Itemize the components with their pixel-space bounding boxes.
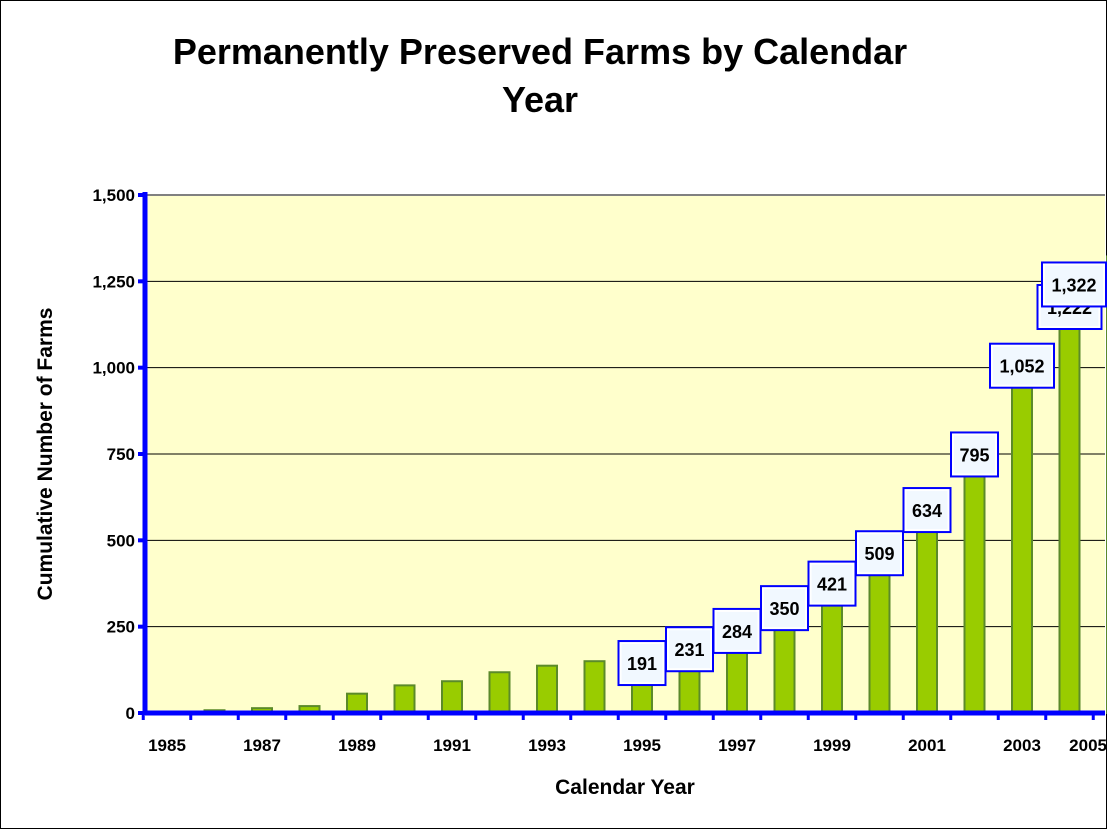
data-label-text: 795 (959, 445, 989, 465)
data-label-1999: 421 (807, 560, 857, 607)
bar-1992 (488, 671, 511, 715)
bar-1991 (441, 680, 463, 714)
x-tick-label: 2005 (1069, 736, 1107, 755)
x-tick-labels: 1985 1987 1989 1991 1993 1995 1997 1999 2001 2003… (148, 736, 1107, 755)
data-label-box-shade (906, 491, 948, 530)
data-label-1995: 191 (617, 640, 667, 687)
x-tick-label: 2001 (908, 736, 946, 755)
data-label-2001: 634 (902, 487, 952, 534)
data-label-text: 509 (864, 544, 894, 564)
bars (156, 255, 1107, 715)
x-tick-label: 1993 (528, 736, 566, 755)
gridlines (145, 194, 1105, 628)
bar-1990 (393, 684, 416, 715)
data-label-2002: 795 (950, 431, 999, 478)
data-label-text: 1,052 (999, 357, 1044, 377)
data-label-text: 421 (817, 575, 847, 595)
data-label-2000: 509 (855, 530, 904, 577)
bar-2002 (963, 437, 986, 714)
chart-title: Permanently Preserved Farms by Calendar … (172, 31, 908, 120)
y-tick-label: 250 (107, 618, 135, 637)
data-label-box-shade (764, 589, 805, 628)
data-label-text: 634 (912, 501, 942, 521)
data-label-box-shade (993, 346, 1051, 385)
bar-1993 (536, 664, 558, 714)
x-tick-label: 2003 (1003, 736, 1041, 755)
data-label-text: 191 (627, 654, 657, 674)
data-label-box-shade (669, 630, 710, 669)
y-tick-label: 1,500 (92, 186, 135, 205)
bar-1989 (346, 692, 368, 714)
x-tick-label: 1991 (433, 736, 471, 755)
data-label-text: 284 (722, 622, 752, 642)
bar-1994 (583, 660, 606, 715)
data-label-1997: 284 (712, 607, 762, 654)
y-tick-labels: 0 250 500 750 1,000 1,250 1,500 (92, 186, 135, 723)
data-label-1998: 350 (760, 585, 809, 632)
y-tick-label: 1,250 (92, 272, 135, 291)
data-label-box-shade (859, 534, 900, 573)
y-tick-label: 1,000 (92, 359, 135, 378)
data-label-box-shade (621, 644, 663, 683)
x-tick-label: 1997 (718, 736, 756, 755)
axes (138, 192, 1105, 720)
y-axis-title: Cumulative Number of Farms (34, 308, 57, 601)
x-tick-label: 1995 (623, 736, 661, 755)
data-label-2005: 1,322 (1041, 261, 1107, 308)
x-tick-label: 1989 (338, 736, 376, 755)
bar-2004 (1058, 290, 1081, 714)
data-label-box-shade (716, 611, 758, 650)
data-label-text: 231 (674, 640, 704, 660)
x-tick-label: 1999 (813, 736, 851, 755)
data-label-box-shade (1045, 265, 1103, 304)
data-label-1996: 231 (665, 626, 714, 673)
data-label-text: 350 (769, 599, 799, 619)
y-tick-label: 750 (107, 445, 135, 464)
data-label-2003: 1,052 (989, 342, 1055, 389)
x-tick-label: 1987 (243, 736, 281, 755)
data-label-box-shade (954, 435, 995, 474)
y-tick-label: 0 (126, 704, 135, 723)
data-label-text: 1,322 (1051, 275, 1096, 295)
y-tick-label: 500 (107, 531, 135, 550)
bar-2003 (1011, 348, 1033, 714)
x-tick-label: 1985 (148, 736, 186, 755)
data-label-box-shade (811, 564, 853, 603)
x-axis-title: Calendar Year (555, 776, 695, 799)
